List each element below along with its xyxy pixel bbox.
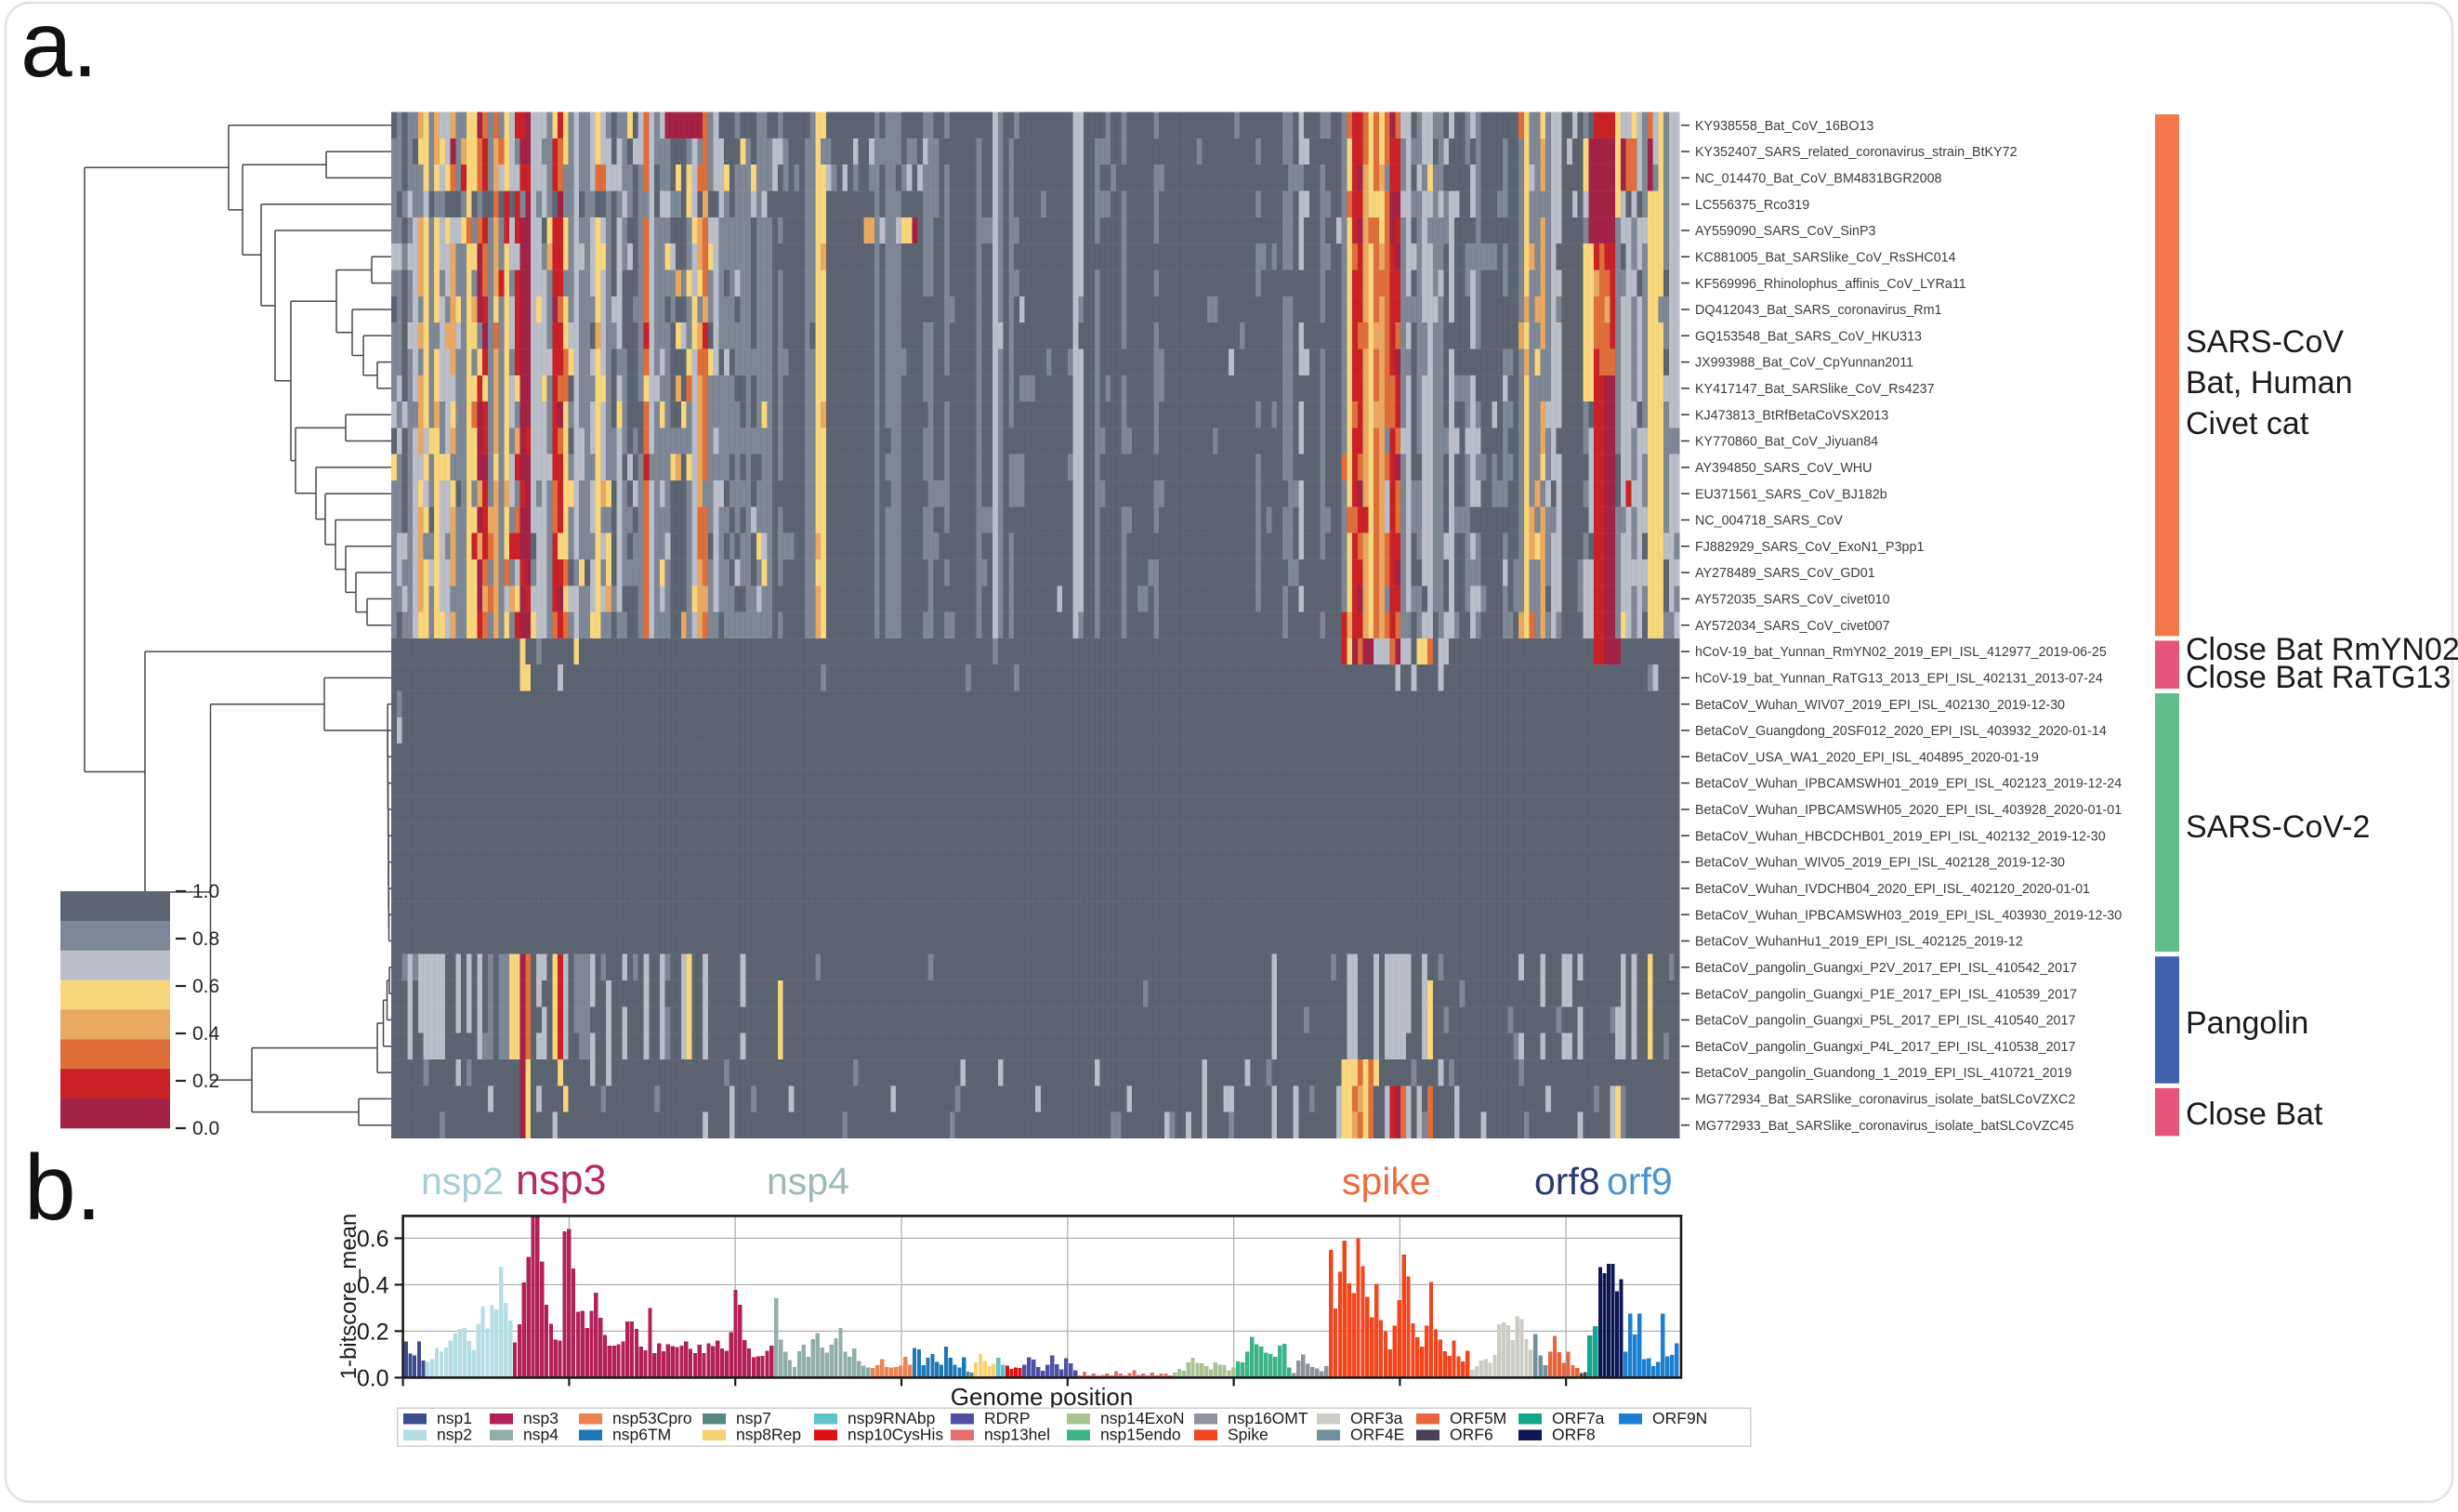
svg-text:0.2: 0.2 (357, 1319, 389, 1345)
svg-text:KC881005_Bat_SARSlike_CoV_RsSH: KC881005_Bat_SARSlike_CoV_RsSHC014 (1695, 250, 1956, 265)
svg-text:orf9: orf9 (1607, 1160, 1673, 1203)
svg-text:AY572034_SARS_CoV_civet007: AY572034_SARS_CoV_civet007 (1695, 619, 1890, 634)
svg-text:KY770860_Bat_CoV_Jiyuan84: KY770860_Bat_CoV_Jiyuan84 (1695, 435, 1878, 450)
svg-text:AY572035_SARS_CoV_civet010: AY572035_SARS_CoV_civet010 (1695, 593, 1890, 608)
svg-text:hCoV-19_bat_Yunnan_RmYN02_2019: hCoV-19_bat_Yunnan_RmYN02_2019_EPI_ISL_4… (1695, 645, 2107, 660)
svg-text:nsp3: nsp3 (523, 1409, 559, 1427)
svg-text:Close Bat RaTG13: Close Bat RaTG13 (2186, 660, 2451, 695)
svg-text:ORF8: ORF8 (1552, 1426, 1596, 1444)
svg-text:AY559090_SARS_CoV_SinP3: AY559090_SARS_CoV_SinP3 (1695, 224, 1876, 239)
svg-text:BetaCoV_pangolin_Guandong_1_20: BetaCoV_pangolin_Guandong_1_2019_EPI_ISL… (1695, 1066, 2071, 1081)
svg-text:FJ882929_SARS_CoV_ExoN1_P3pp1: FJ882929_SARS_CoV_ExoN1_P3pp1 (1695, 540, 1924, 555)
svg-text:KY352407_SARS_related_coronavi: KY352407_SARS_related_coronavirus_strain… (1695, 145, 2018, 160)
svg-text:nsp1: nsp1 (437, 1409, 472, 1427)
svg-text:BetaCoV_Wuhan_WIV07_2019_EPI_I: BetaCoV_Wuhan_WIV07_2019_EPI_ISL_402130_… (1695, 698, 2065, 713)
svg-text:MG772934_Bat_SARSlike_coronavi: MG772934_Bat_SARSlike_coronavirus_isolat… (1695, 1093, 2075, 1108)
svg-text:0.2: 0.2 (192, 1071, 219, 1092)
svg-text:orf8: orf8 (1534, 1160, 1600, 1203)
svg-text:1.0: 1.0 (192, 881, 219, 902)
svg-text:SARS-CoV: SARS-CoV (2186, 324, 2344, 360)
svg-text:nsp7: nsp7 (736, 1409, 771, 1427)
svg-text:BetaCoV_Wuhan_IVDCHB04_2020_EP: BetaCoV_Wuhan_IVDCHB04_2020_EPI_ISL_4021… (1695, 882, 2090, 897)
svg-text:nsp6TM: nsp6TM (612, 1426, 671, 1444)
svg-text:nsp4: nsp4 (523, 1426, 559, 1444)
svg-text:BetaCoV_pangolin_Guangxi_P2V_2: BetaCoV_pangolin_Guangxi_P2V_2017_EPI_IS… (1695, 961, 2077, 976)
svg-text:BetaCoV_pangolin_Guangxi_P5L_2: BetaCoV_pangolin_Guangxi_P5L_2017_EPI_IS… (1695, 1014, 2075, 1029)
svg-text:nsp10CysHis: nsp10CysHis (848, 1426, 943, 1444)
svg-text:ORF6: ORF6 (1450, 1426, 1493, 1444)
svg-text:Close Bat RmYN02: Close Bat RmYN02 (2186, 632, 2458, 667)
svg-text:BetaCoV_pangolin_Guangxi_P4L_2: BetaCoV_pangolin_Guangxi_P4L_2017_EPI_IS… (1695, 1040, 2075, 1055)
svg-text:NC_004718_SARS_CoV: NC_004718_SARS_CoV (1695, 514, 1843, 529)
svg-text:MG772933_Bat_SARSlike_coronavi: MG772933_Bat_SARSlike_coronavirus_isolat… (1695, 1119, 2074, 1134)
svg-text:nsp4: nsp4 (767, 1160, 849, 1203)
svg-text:BetaCoV_Guangdong_20SF012_2020: BetaCoV_Guangdong_20SF012_2020_EPI_ISL_4… (1695, 724, 2107, 739)
svg-text:ORF7a: ORF7a (1552, 1409, 1605, 1427)
svg-text:RDRP: RDRP (984, 1409, 1031, 1427)
svg-text:nsp13hel: nsp13hel (984, 1426, 1050, 1444)
svg-text:AY278489_SARS_CoV_GD01: AY278489_SARS_CoV_GD01 (1695, 566, 1875, 581)
svg-text:BetaCoV_WuhanHu1_2019_EPI_ISL_: BetaCoV_WuhanHu1_2019_EPI_ISL_402125_201… (1695, 935, 2023, 950)
svg-text:SARS-CoV-2: SARS-CoV-2 (2186, 809, 2370, 845)
svg-text:BetaCoV_Wuhan_HBCDCHB01_2019_E: BetaCoV_Wuhan_HBCDCHB01_2019_EPI_ISL_402… (1695, 829, 2106, 844)
svg-text:LC556375_Rco319: LC556375_Rco319 (1695, 198, 1809, 213)
svg-text:spike: spike (1342, 1160, 1431, 1203)
svg-text:EU371561_SARS_CoV_BJ182b: EU371561_SARS_CoV_BJ182b (1695, 487, 1887, 502)
svg-text:KY417147_Bat_SARSlike_CoV_Rs42: KY417147_Bat_SARSlike_CoV_Rs4237 (1695, 382, 1935, 397)
svg-text:0.0: 0.0 (192, 1118, 219, 1139)
svg-text:ORF9N: ORF9N (1652, 1409, 1707, 1427)
svg-text:BetaCoV_USA_WA1_2020_EPI_ISL_4: BetaCoV_USA_WA1_2020_EPI_ISL_404895_2020… (1695, 750, 2039, 765)
svg-text:JX993988_Bat_CoV_CpYunnan2011: JX993988_Bat_CoV_CpYunnan2011 (1695, 356, 1913, 371)
svg-text:BetaCoV_Wuhan_IPBCAMSWH01_2019: BetaCoV_Wuhan_IPBCAMSWH01_2019_EPI_ISL_4… (1695, 777, 2122, 792)
svg-text:BetaCoV_Wuhan_WIV05_2019_EPI_I: BetaCoV_Wuhan_WIV05_2019_EPI_ISL_402128_… (1695, 856, 2065, 871)
svg-text:ORF5M: ORF5M (1450, 1409, 1506, 1427)
svg-text:Pangolin: Pangolin (2186, 1006, 2308, 1041)
svg-text:hCoV-19_bat_Yunnan_RaTG13_2013: hCoV-19_bat_Yunnan_RaTG13_2013_EPI_ISL_4… (1695, 672, 2103, 687)
svg-text:b.: b. (24, 1136, 101, 1240)
svg-text:Bat, Human: Bat, Human (2186, 365, 2353, 401)
svg-text:0.4: 0.4 (357, 1272, 389, 1298)
svg-text:nsp16OMT: nsp16OMT (1228, 1409, 1308, 1427)
svg-text:nsp15endo: nsp15endo (1100, 1426, 1181, 1444)
svg-text:Genome position: Genome position (951, 1383, 1134, 1411)
svg-text:Close Bat: Close Bat (2186, 1097, 2323, 1132)
svg-text:ORF3a: ORF3a (1350, 1409, 1403, 1427)
svg-text:AY394850_SARS_CoV_WHU: AY394850_SARS_CoV_WHU (1695, 461, 1872, 476)
svg-text:KJ473813_BtRfBetaCoVSX2013: KJ473813_BtRfBetaCoVSX2013 (1695, 408, 1888, 423)
svg-text:0.6: 0.6 (357, 1226, 389, 1252)
svg-text:0.6: 0.6 (192, 976, 219, 997)
svg-text:a.: a. (20, 0, 98, 97)
svg-text:0.0: 0.0 (357, 1365, 389, 1391)
svg-text:Spike: Spike (1228, 1426, 1268, 1444)
svg-text:nsp14ExoN: nsp14ExoN (1100, 1409, 1184, 1427)
svg-text:Civet cat: Civet cat (2186, 406, 2309, 441)
svg-text:nsp8Rep: nsp8Rep (736, 1426, 801, 1444)
svg-text:0.8: 0.8 (192, 928, 219, 950)
svg-text:BetaCoV_Wuhan_IPBCAMSWH03_2019: BetaCoV_Wuhan_IPBCAMSWH03_2019_EPI_ISL_4… (1695, 908, 2122, 923)
svg-text:BetaCoV_Wuhan_IPBCAMSWH05_2020: BetaCoV_Wuhan_IPBCAMSWH05_2020_EPI_ISL_4… (1695, 803, 2122, 818)
svg-text:GQ153548_Bat_SARS_CoV_HKU313: GQ153548_Bat_SARS_CoV_HKU313 (1695, 329, 1922, 344)
svg-text:BetaCoV_pangolin_Guangxi_P1E_2: BetaCoV_pangolin_Guangxi_P1E_2017_EPI_IS… (1695, 987, 2077, 1002)
svg-text:NC_014470_Bat_CoV_BM4831BGR200: NC_014470_Bat_CoV_BM4831BGR2008 (1695, 172, 1942, 187)
svg-text:ORF4E: ORF4E (1350, 1426, 1404, 1444)
svg-text:nsp53Cpro: nsp53Cpro (612, 1409, 692, 1427)
svg-text:nsp3: nsp3 (516, 1156, 607, 1203)
svg-text:nsp2: nsp2 (437, 1426, 472, 1444)
svg-text:nsp9RNAbp: nsp9RNAbp (848, 1409, 935, 1427)
svg-text:KF569996_Rhinolophus_affinis_C: KF569996_Rhinolophus_affinis_CoV_LYRa11 (1695, 277, 1966, 292)
svg-text:0.4: 0.4 (192, 1023, 220, 1045)
svg-text:1-bitscore_mean: 1-bitscore_mean (336, 1214, 361, 1380)
svg-text:nsp2: nsp2 (421, 1160, 504, 1203)
svg-text:DQ412043_Bat_SARS_coronavirus_: DQ412043_Bat_SARS_coronavirus_Rm1 (1695, 303, 1941, 318)
svg-text:KY938558_Bat_CoV_16BO13: KY938558_Bat_CoV_16BO13 (1695, 119, 1873, 134)
